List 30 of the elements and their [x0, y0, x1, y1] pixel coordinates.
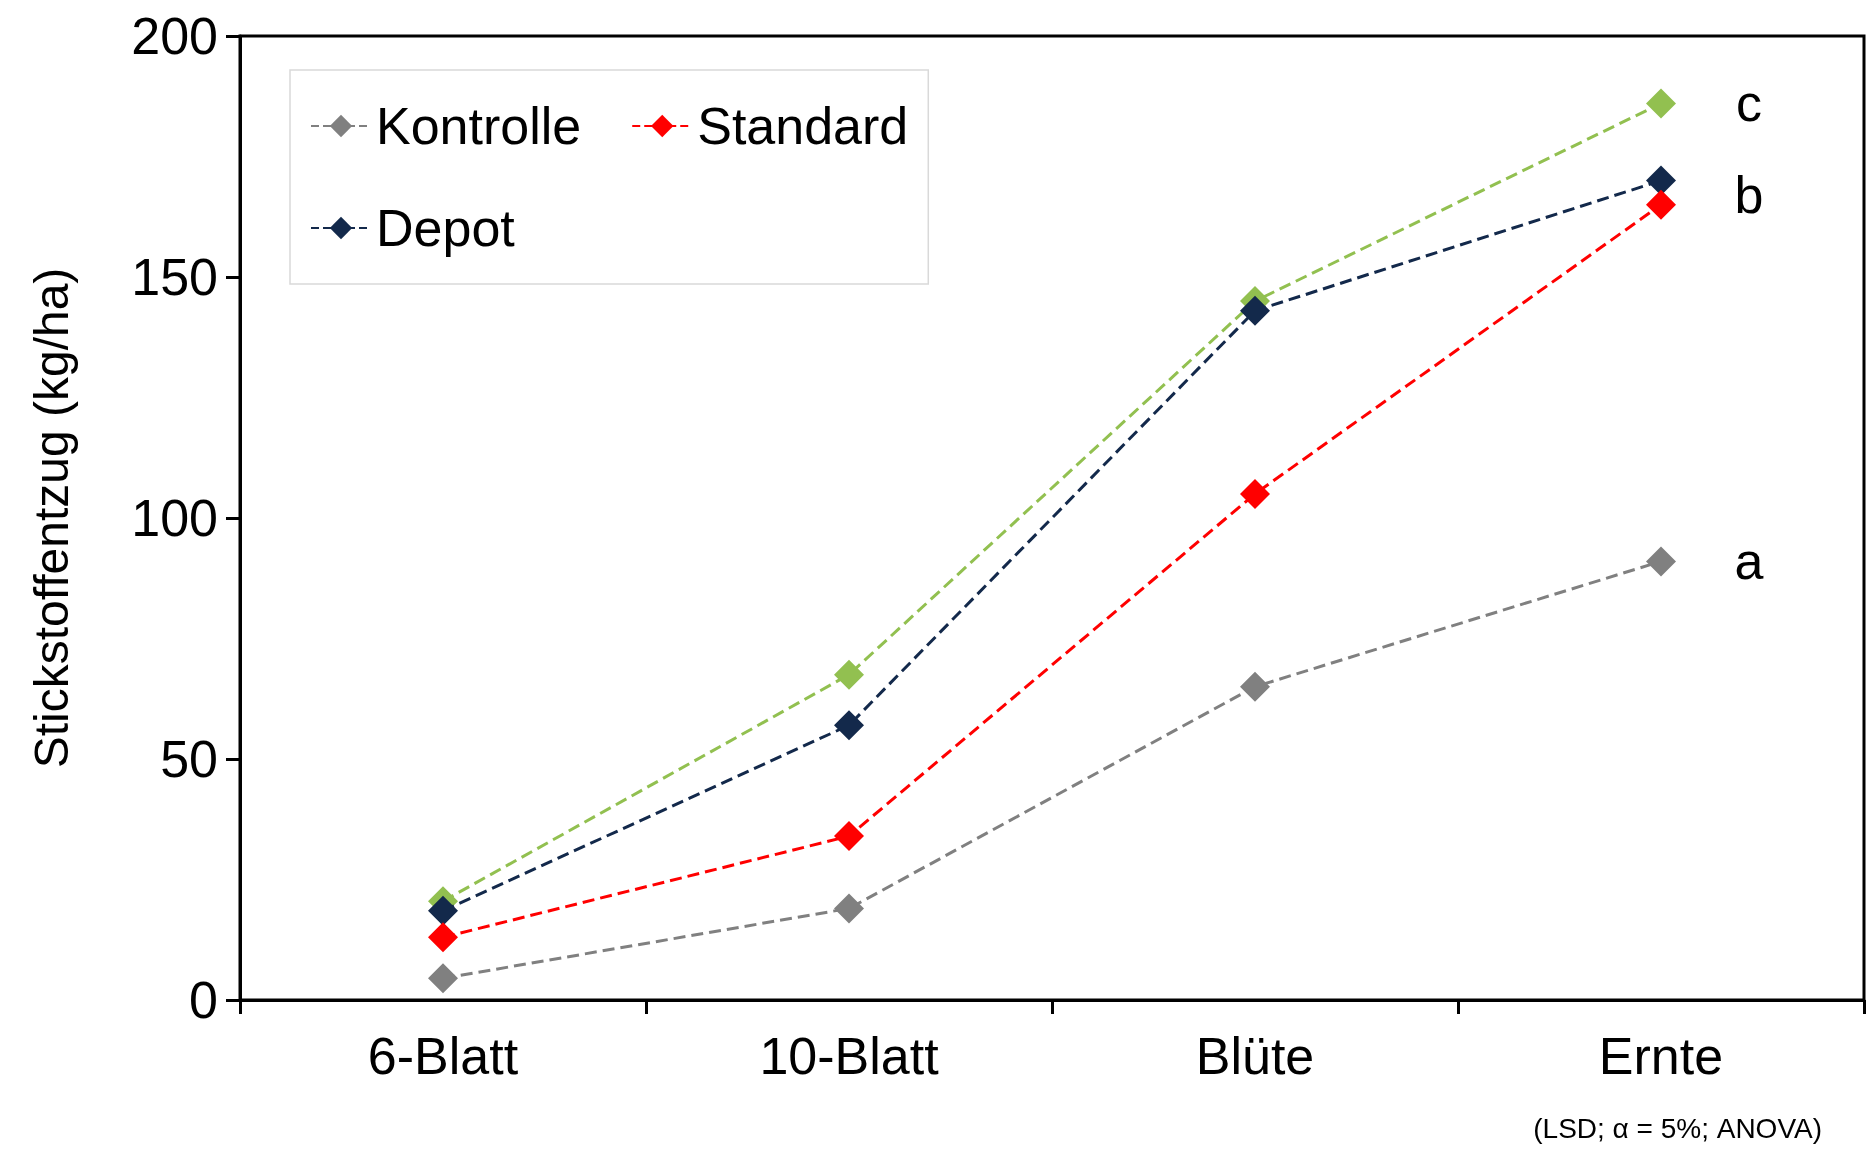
y-tick-label: 100 [131, 489, 218, 547]
y-axis-title: Stickstoffentzug (kg/ha) [24, 267, 78, 769]
y-tick-label: 200 [131, 7, 218, 65]
legend-label: Depot [376, 199, 516, 257]
point [834, 710, 864, 741]
point [428, 895, 458, 926]
point [834, 659, 864, 690]
x-tick-label: 10-Blatt [759, 1027, 940, 1085]
point [428, 922, 458, 953]
point [1240, 295, 1270, 326]
point [428, 963, 458, 994]
y-tick-label: 0 [189, 971, 218, 1029]
x-tick-label: 6-Blatt [367, 1027, 519, 1085]
point [1646, 88, 1676, 119]
y-tick-label: 50 [160, 730, 218, 788]
legend-label: Kontrolle [376, 97, 582, 155]
y-tick-label: 150 [131, 248, 218, 306]
x-tick-label: Blüte [1195, 1027, 1315, 1085]
point [834, 893, 864, 924]
annotation: a [1734, 532, 1764, 591]
x-tick-label: Ernte [1598, 1027, 1724, 1085]
text: (LSD; α = 5%; ANOVA) [1533, 1112, 1822, 1144]
point [1646, 546, 1676, 577]
annotation: c [1736, 74, 1762, 133]
point [834, 821, 864, 852]
legend-label: Standard [697, 97, 909, 155]
annotation: b [1734, 166, 1764, 225]
point [1646, 189, 1676, 220]
point [1240, 478, 1270, 509]
point [1240, 671, 1270, 702]
